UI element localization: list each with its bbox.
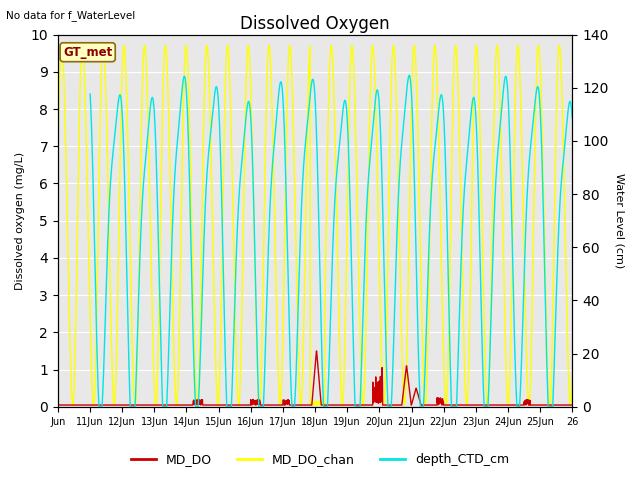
- Title: Dissolved Oxygen: Dissolved Oxygen: [240, 15, 390, 33]
- Text: GT_met: GT_met: [63, 46, 112, 59]
- Legend: MD_DO, MD_DO_chan, depth_CTD_cm: MD_DO, MD_DO_chan, depth_CTD_cm: [126, 448, 514, 471]
- Text: No data for f_WaterLevel: No data for f_WaterLevel: [6, 10, 136, 21]
- Y-axis label: Water Level (cm): Water Level (cm): [615, 173, 625, 268]
- Y-axis label: Dissolved oxygen (mg/L): Dissolved oxygen (mg/L): [15, 152, 25, 290]
